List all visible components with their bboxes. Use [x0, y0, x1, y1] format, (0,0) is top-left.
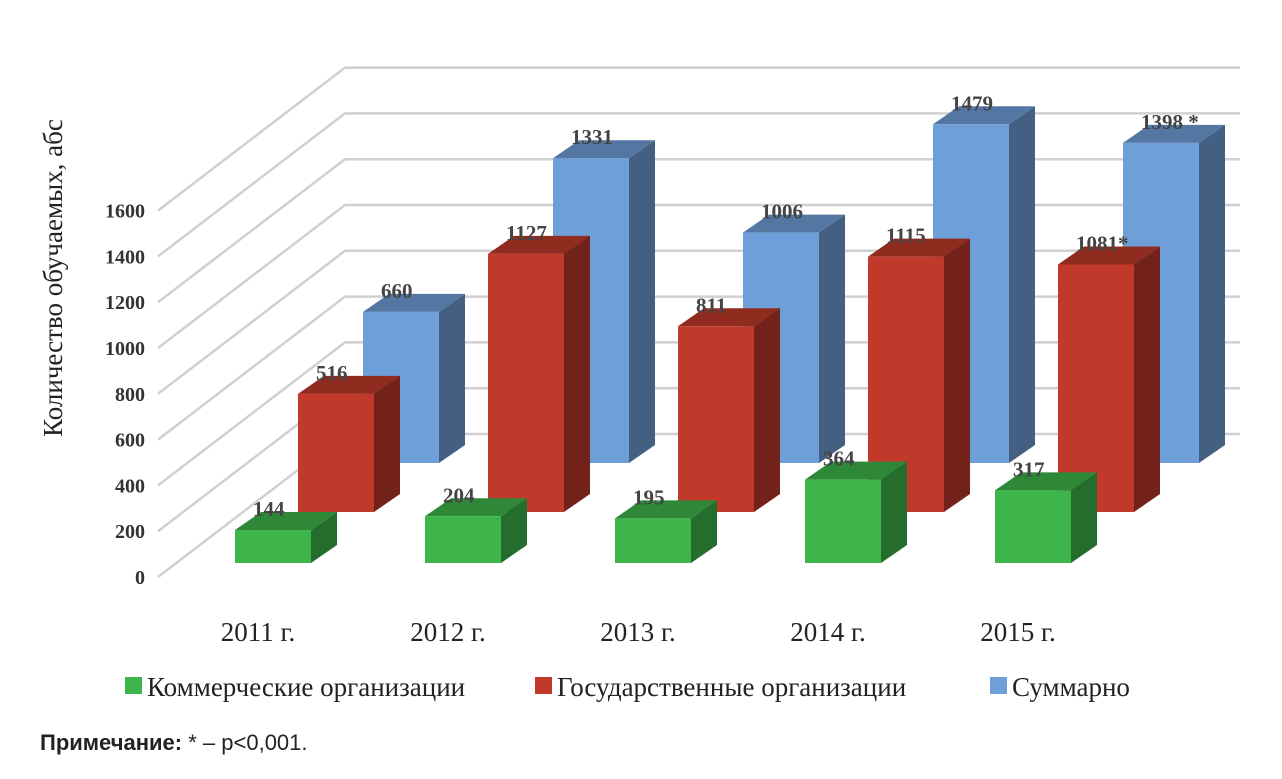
bar-top: [488, 235, 590, 254]
bar: [805, 479, 881, 563]
bar: [615, 518, 691, 563]
bar-top: [235, 512, 337, 531]
data-label: 204: [443, 483, 475, 507]
data-label: 1398 *: [1141, 110, 1199, 134]
bar-side: [754, 308, 780, 512]
bar-side: [1071, 472, 1097, 563]
bar-top: [933, 106, 1035, 125]
bar-side: [691, 500, 717, 563]
bar-side: [1199, 124, 1225, 463]
data-label: 811: [696, 293, 726, 317]
legend-swatch: [535, 677, 552, 694]
gridline: [157, 66, 1240, 212]
bar-top: [868, 238, 970, 257]
bar: [678, 326, 754, 512]
footnote: Примечание: * – p<0,001.: [40, 730, 308, 756]
data-label: 1081*: [1076, 231, 1129, 255]
data-label: 1331: [571, 125, 613, 149]
data-label: 1127: [506, 221, 547, 245]
bar: [298, 393, 374, 512]
bar-side: [629, 140, 655, 464]
y-axis-title: Количество обучаемых, абс: [38, 119, 68, 437]
data-label: 1479: [951, 91, 993, 115]
note-text: * – p<0,001.: [182, 730, 308, 755]
bar-top: [678, 308, 780, 327]
y-tick-label: 0: [135, 567, 145, 589]
bar: [1058, 264, 1134, 512]
legend-swatch: [125, 677, 142, 694]
bar-top: [553, 140, 655, 159]
bar: [425, 516, 501, 563]
bar-side: [881, 461, 907, 563]
note-label: Примечание:: [40, 730, 183, 755]
bar-side: [374, 375, 400, 512]
gridline: [157, 112, 1240, 258]
x-tick-label: 2015 г.: [980, 617, 1056, 647]
data-label: 195: [633, 485, 665, 509]
data-label: 144: [253, 497, 285, 521]
x-tick-label: 2012 г.: [410, 617, 486, 647]
legend-label: Государственные организации: [557, 672, 906, 702]
bar-side: [1134, 246, 1160, 513]
y-tick-label: 600: [115, 430, 145, 452]
bar-side: [1009, 106, 1035, 464]
bar-top: [363, 293, 465, 312]
bar: [488, 253, 564, 513]
bar-top: [425, 498, 527, 517]
y-tick-label: 1600: [105, 201, 145, 223]
bar-top: [743, 214, 845, 233]
y-tick-label: 1400: [105, 246, 145, 268]
bar-side: [501, 498, 527, 563]
data-label: 364: [823, 447, 855, 471]
x-tick-label: 2011 г.: [221, 617, 296, 647]
bar-top: [995, 472, 1097, 491]
bar: [235, 530, 311, 563]
bar-side: [311, 512, 337, 563]
bar-top: [615, 500, 717, 519]
bar-side: [944, 238, 970, 513]
y-tick-label: 800: [115, 384, 145, 406]
data-label: 1115: [886, 224, 926, 248]
bar-side: [564, 235, 590, 513]
legend-swatch: [990, 677, 1007, 694]
data-label: 516: [316, 361, 348, 385]
legend-label: Суммарно: [1012, 672, 1130, 702]
legend-label: Коммерческие организации: [147, 672, 465, 702]
x-tick-label: 2014 г.: [790, 617, 866, 647]
bar-side: [439, 293, 465, 463]
bar: [995, 490, 1071, 563]
chart: 0 200 400 600 800 1000 1200 1400 1600 Количество …: [38, 66, 1240, 702]
bar-top: [805, 461, 907, 480]
data-label: 1006: [761, 200, 803, 224]
bar-side: [819, 214, 845, 463]
data-label: 660: [381, 279, 413, 303]
y-tick-label: 200: [115, 521, 145, 543]
data-label: 317: [1013, 457, 1045, 481]
y-tick-label: 400: [115, 475, 145, 497]
y-tick-label: 1200: [105, 292, 145, 314]
bar-top: [1123, 124, 1225, 143]
y-tick-label: 1000: [105, 338, 145, 360]
bar-top: [298, 375, 400, 394]
bar-top: [1058, 246, 1160, 265]
x-tick-label: 2013 г.: [600, 617, 676, 647]
